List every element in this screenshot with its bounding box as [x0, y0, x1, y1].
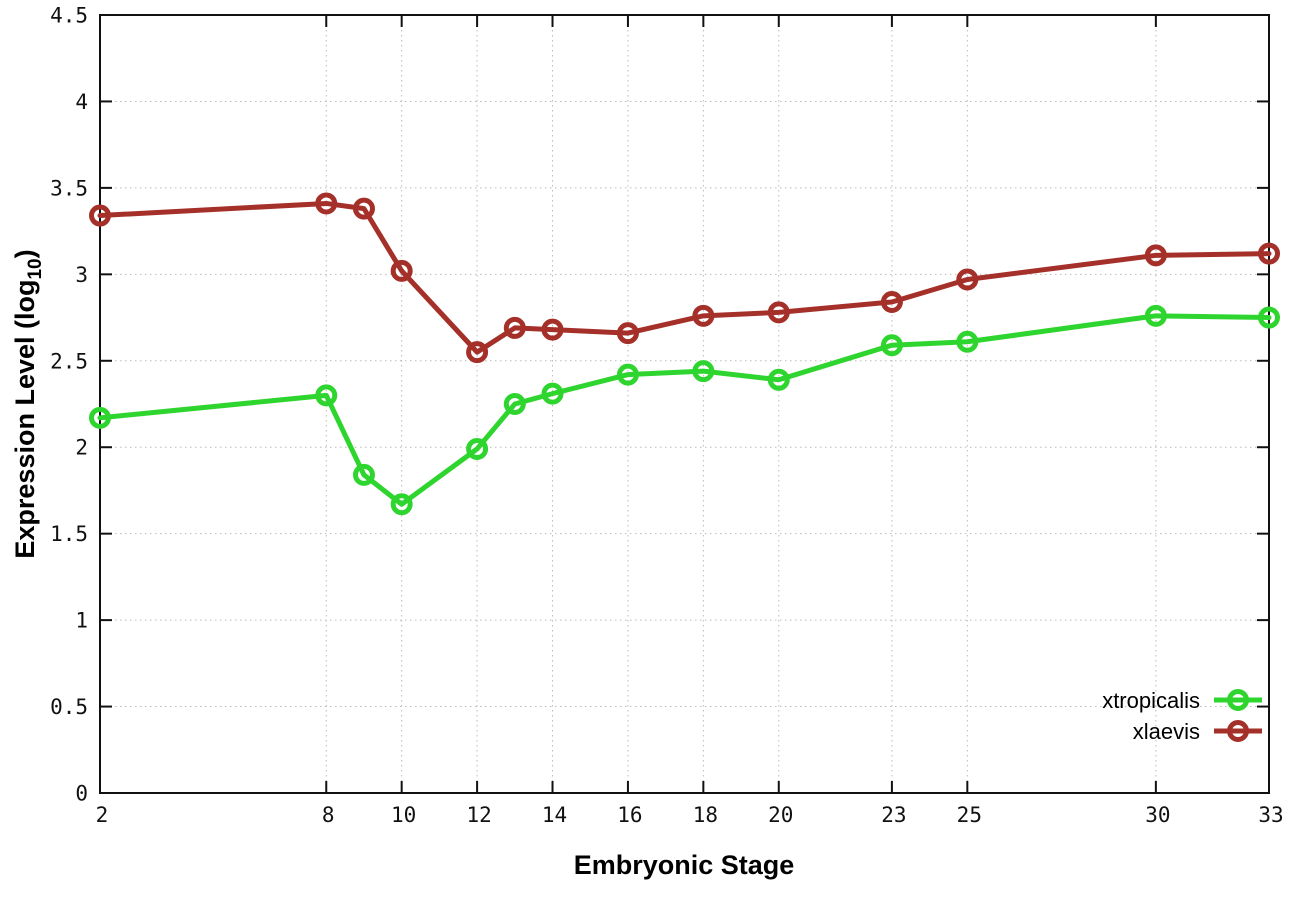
x-tick-label: 14: [542, 803, 567, 827]
data-point-marker-xlaevis: [390, 259, 413, 282]
x-tick-label: 16: [617, 803, 642, 827]
series-xlaevis: [89, 192, 1280, 364]
plot-border: [99, 14, 1270, 794]
y-axis-title-subscript: 10: [25, 258, 46, 279]
data-point-marker-xtropicalis: [315, 384, 338, 407]
data-point-marker-xlaevis: [880, 290, 903, 313]
data-point-marker-xtropicalis: [1258, 306, 1280, 329]
x-tick-label: 30: [1145, 803, 1170, 827]
legend-item-xlaevis: xlaevis: [1133, 719, 1262, 744]
x-tick-label: 25: [957, 803, 982, 827]
x-tick-label: 20: [768, 803, 793, 827]
data-point-marker-xtropicalis: [352, 463, 375, 486]
data-point-marker-xtropicalis: [541, 382, 564, 405]
y-tick-label: 1: [75, 609, 88, 633]
data-point-marker-xtropicalis: [880, 334, 903, 357]
y-tick-label: 4: [75, 90, 88, 114]
data-point-marker-xlaevis: [541, 318, 564, 341]
y-tick-label: 0: [75, 782, 88, 806]
y-tick-label: 3: [75, 263, 88, 287]
data-point-marker-xlaevis: [315, 192, 338, 215]
labels-layer: Embryonic Stage Expression Level (log10): [10, 249, 794, 880]
data-point-marker-xlaevis: [1258, 242, 1280, 265]
data-point-marker-xtropicalis: [503, 393, 526, 415]
data-point-marker-xlaevis: [1144, 244, 1167, 267]
x-tick-label: 2: [96, 803, 109, 827]
legend-sample-marker-xlaevis: [1227, 720, 1249, 742]
y-tick-label: 0.5: [50, 695, 88, 719]
data-point-marker-xlaevis: [503, 316, 526, 339]
series-line-xtropicalis: [97, 313, 1272, 507]
data-point-marker-xtropicalis: [956, 330, 979, 353]
grid-layer: [100, 15, 1269, 793]
legend: xtropicalis xlaevis: [1102, 688, 1262, 744]
y-axis-title-close: ): [10, 249, 40, 258]
y-tick-label: 2: [75, 436, 88, 460]
series-layer: [89, 192, 1280, 516]
data-point-marker-xlaevis: [692, 304, 715, 327]
y-tick-label: 2.5: [50, 349, 88, 373]
data-point-marker-xlaevis: [956, 268, 979, 291]
legend-item-xtropicalis: xtropicalis: [1102, 688, 1262, 713]
y-axis-title-main: Expression Level (log: [10, 280, 40, 559]
data-point-marker-xlaevis: [767, 301, 790, 324]
y-tick-label: 1.5: [50, 522, 88, 546]
data-point-marker-xtropicalis: [692, 360, 715, 383]
legend-label-xlaevis: xlaevis: [1133, 719, 1200, 744]
x-tick-label: 23: [881, 803, 906, 827]
data-point-marker-xtropicalis: [1144, 304, 1167, 327]
series-xtropicalis: [89, 304, 1280, 516]
axis-layer: 0 0.5 1 1.5 2 2.5 3 3.5 4 4.5 2 8 10 12 14 16 18 20 23 25 30…: [50, 4, 1284, 828]
data-point-marker-xlaevis: [466, 341, 489, 364]
legend-sample-marker-xtropicalis: [1227, 689, 1249, 711]
data-point-marker-xlaevis: [352, 197, 375, 220]
data-point-marker-xtropicalis: [89, 406, 111, 429]
data-point-marker-xlaevis: [616, 322, 639, 345]
y-tick-label: 3.5: [50, 176, 88, 200]
y-tick-label: 4.5: [50, 4, 88, 28]
data-point-marker-xtropicalis: [767, 368, 790, 391]
legend-label-xtropicalis: xtropicalis: [1102, 688, 1200, 713]
data-point-marker-xtropicalis: [466, 437, 489, 460]
data-point-marker-xlaevis: [89, 204, 111, 227]
x-tick-label: 18: [693, 803, 718, 827]
x-tick-label: 10: [391, 803, 416, 827]
x-axis-title: Embryonic Stage: [574, 850, 795, 880]
x-tick-label: 12: [466, 803, 491, 827]
data-point-marker-xtropicalis: [616, 363, 639, 386]
series-line-xlaevis: [97, 200, 1272, 355]
x-tick-label: 33: [1258, 803, 1283, 827]
x-tick-label: 8: [322, 803, 335, 827]
data-point-marker-xtropicalis: [390, 493, 413, 516]
y-axis-title: Expression Level (log10): [10, 249, 46, 558]
